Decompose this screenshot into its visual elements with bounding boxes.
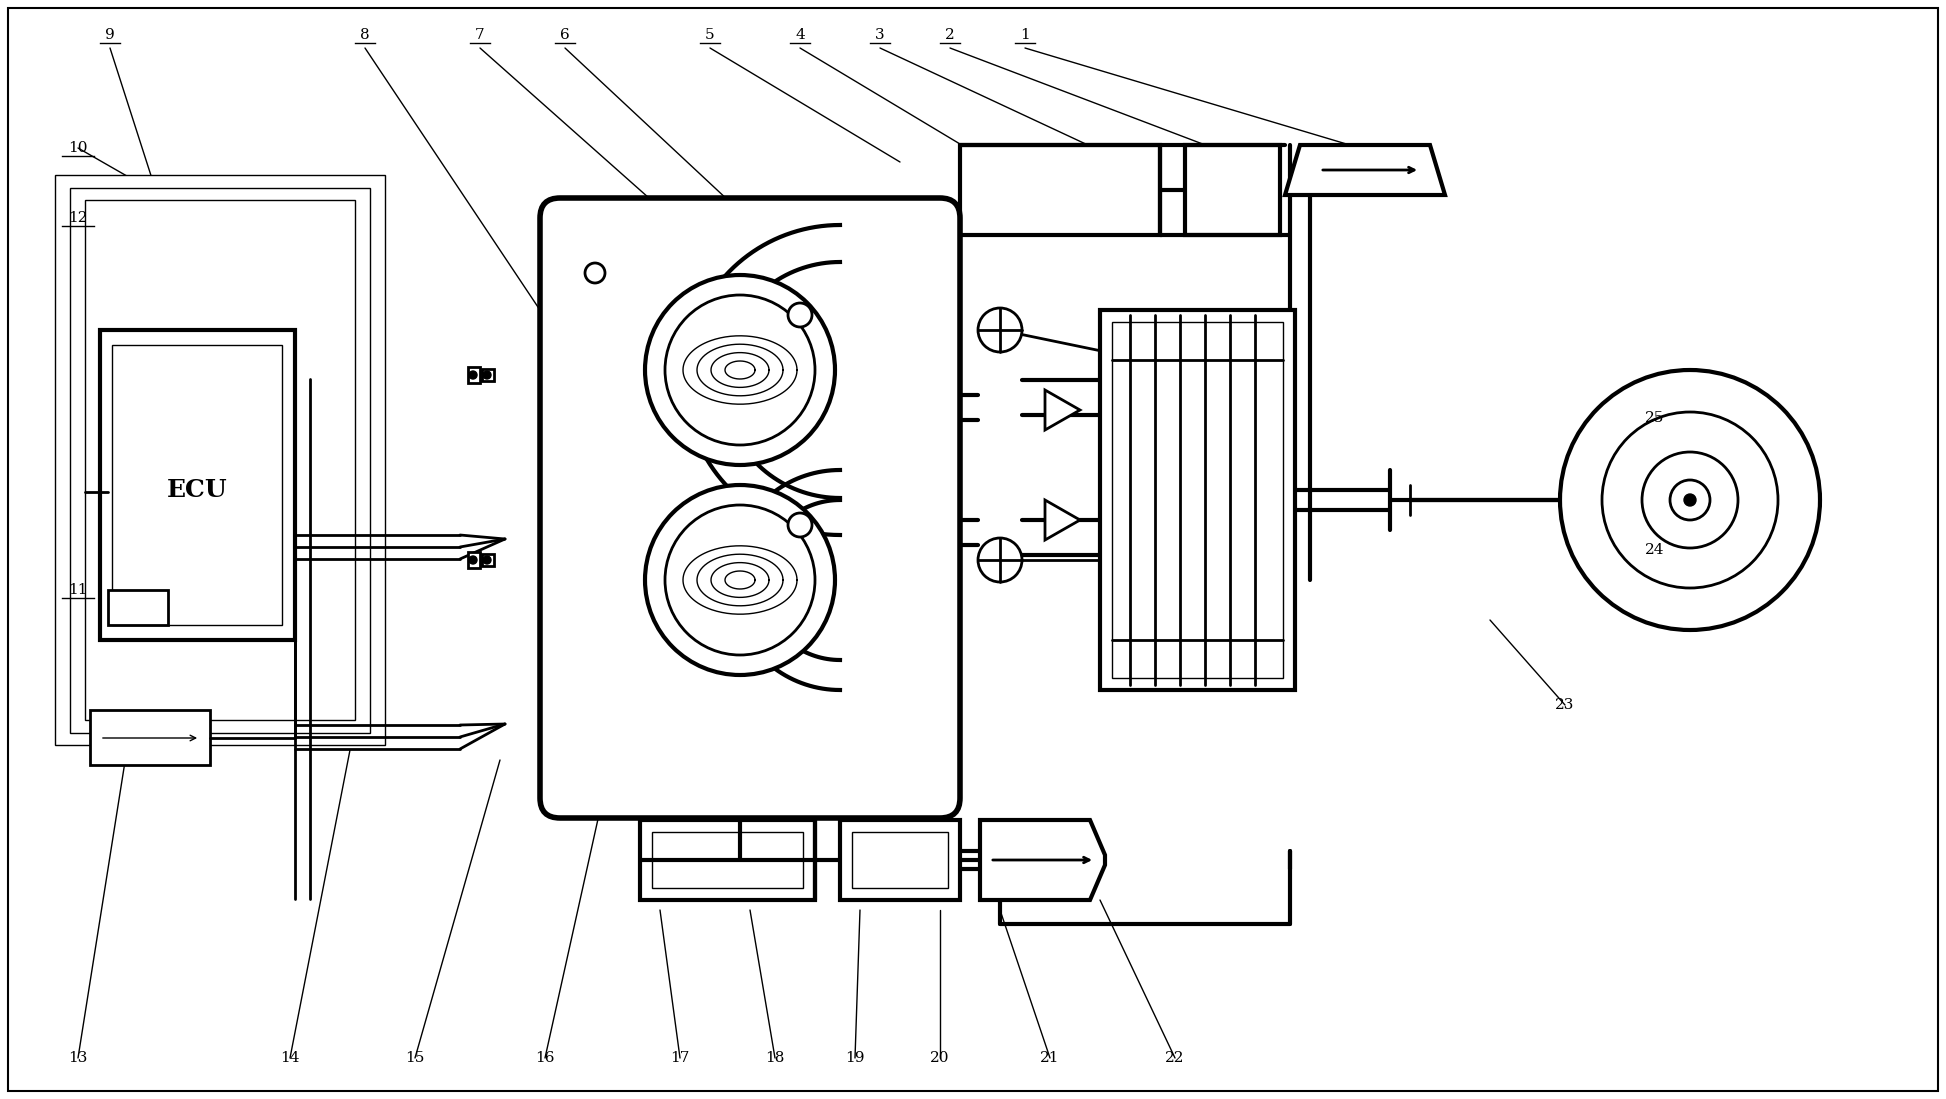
- Polygon shape: [1284, 145, 1446, 195]
- Circle shape: [788, 513, 811, 537]
- Circle shape: [1602, 412, 1779, 588]
- Text: 25: 25: [1644, 411, 1664, 425]
- FancyBboxPatch shape: [539, 198, 959, 818]
- Circle shape: [666, 295, 815, 445]
- Bar: [852, 832, 948, 888]
- Text: 23: 23: [1555, 698, 1574, 712]
- Text: 6: 6: [560, 27, 570, 42]
- Bar: [54, 175, 385, 745]
- Circle shape: [1683, 493, 1697, 506]
- Circle shape: [586, 263, 605, 284]
- Text: 2: 2: [946, 27, 955, 42]
- Polygon shape: [981, 820, 1105, 900]
- Circle shape: [979, 308, 1022, 352]
- Circle shape: [788, 303, 811, 328]
- Text: 7: 7: [475, 27, 485, 42]
- Bar: [86, 200, 354, 720]
- Circle shape: [644, 485, 835, 675]
- Text: 8: 8: [360, 27, 370, 42]
- Circle shape: [483, 556, 490, 564]
- Text: 22: 22: [1166, 1051, 1185, 1065]
- Polygon shape: [1045, 500, 1080, 540]
- Text: 10: 10: [68, 141, 88, 155]
- Text: 11: 11: [68, 582, 88, 597]
- Text: 21: 21: [1041, 1051, 1061, 1065]
- Circle shape: [979, 539, 1022, 582]
- Text: 16: 16: [535, 1051, 555, 1065]
- Text: 9: 9: [105, 27, 115, 42]
- Text: 5: 5: [704, 27, 714, 42]
- Text: 12: 12: [68, 211, 88, 225]
- Circle shape: [644, 275, 835, 465]
- Bar: [1099, 310, 1294, 690]
- Text: 18: 18: [765, 1051, 784, 1065]
- Text: 19: 19: [845, 1051, 864, 1065]
- Bar: [467, 552, 481, 568]
- Text: 14: 14: [280, 1051, 300, 1065]
- Text: ECU: ECU: [167, 478, 228, 502]
- Circle shape: [666, 506, 815, 655]
- Circle shape: [469, 371, 477, 379]
- Text: 3: 3: [876, 27, 885, 42]
- Bar: [467, 367, 481, 382]
- Bar: [652, 832, 804, 888]
- Bar: [113, 345, 282, 625]
- Bar: [483, 554, 494, 566]
- Circle shape: [1561, 370, 1820, 630]
- Text: 20: 20: [930, 1051, 950, 1065]
- Circle shape: [1642, 452, 1738, 548]
- Circle shape: [469, 556, 477, 564]
- Text: 24: 24: [1644, 543, 1664, 557]
- Text: 4: 4: [796, 27, 806, 42]
- Bar: [99, 330, 296, 640]
- Text: 17: 17: [669, 1051, 689, 1065]
- Bar: [107, 590, 167, 625]
- Bar: [841, 820, 959, 900]
- Text: 13: 13: [68, 1051, 88, 1065]
- Polygon shape: [1045, 390, 1080, 430]
- Bar: [1111, 322, 1282, 678]
- Text: 15: 15: [405, 1051, 424, 1065]
- Bar: [70, 188, 370, 733]
- Bar: [483, 369, 494, 381]
- Bar: [640, 820, 815, 900]
- Bar: [90, 710, 210, 765]
- Bar: [959, 145, 1160, 235]
- Circle shape: [483, 371, 490, 379]
- Bar: [1185, 145, 1280, 235]
- Circle shape: [1670, 480, 1711, 520]
- Text: 1: 1: [1020, 27, 1029, 42]
